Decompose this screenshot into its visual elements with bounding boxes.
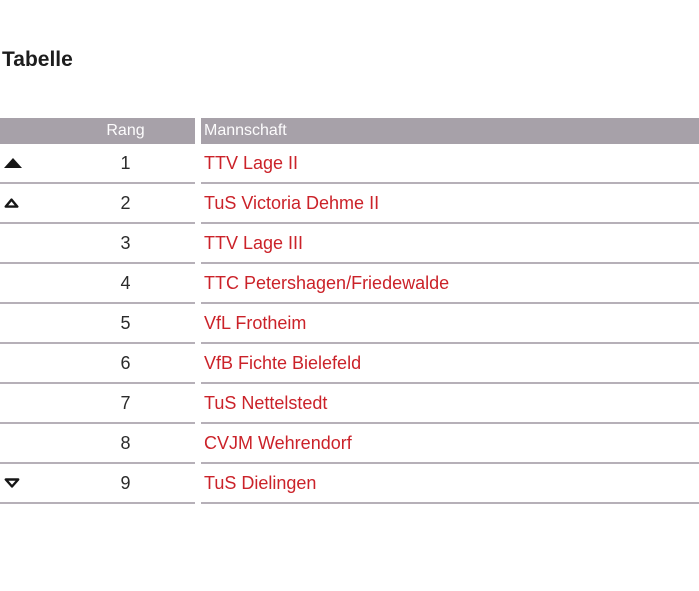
table-header-row: Rang Mannschaft <box>0 118 699 144</box>
rank-value: 1 <box>120 152 131 173</box>
team-cell: VfB Fichte Bielefeld <box>201 344 699 384</box>
rank-cell: 2 <box>0 184 195 224</box>
rank-value: 9 <box>120 472 131 493</box>
rank-value: 8 <box>120 432 131 453</box>
rank-up-solid-icon <box>0 158 30 168</box>
column-gap <box>195 424 201 464</box>
page-title: Tabelle <box>2 48 73 71</box>
column-gap <box>195 304 201 344</box>
team-link[interactable]: VfB Fichte Bielefeld <box>204 352 362 373</box>
rank-up-outline-icon <box>0 198 30 208</box>
rank-cell: 3 <box>0 224 195 264</box>
column-gap <box>195 344 201 384</box>
team-link[interactable]: TTV Lage II <box>204 152 299 173</box>
rank-value: 2 <box>120 192 131 213</box>
team-cell: TTC Petershagen/Friedewalde <box>201 264 699 304</box>
team-cell: TuS Nettelstedt <box>201 384 699 424</box>
rank-value: 6 <box>120 352 131 373</box>
header-label-team: Mannschaft <box>204 122 287 139</box>
team-link[interactable]: TuS Dielingen <box>204 472 317 493</box>
league-standings-table: Rang Mannschaft 1 TTV Lage II 2 TuS Vic <box>0 118 699 504</box>
rank-value: 7 <box>120 392 131 413</box>
team-cell: TTV Lage III <box>201 224 699 264</box>
rank-cell: 9 <box>0 464 195 504</box>
table-row: 1 TTV Lage II <box>0 144 699 184</box>
team-link[interactable]: TuS Victoria Dehme II <box>204 192 380 213</box>
column-gap <box>195 464 201 504</box>
header-cell-rank: Rang <box>0 118 195 144</box>
column-gap <box>195 264 201 304</box>
table-row: 9 TuS Dielingen <box>0 464 699 504</box>
team-link[interactable]: CVJM Wehrendorf <box>204 432 352 453</box>
column-gap <box>195 184 201 224</box>
team-link[interactable]: TTC Petershagen/Friedewalde <box>204 272 450 293</box>
team-link[interactable]: TTV Lage III <box>204 232 304 253</box>
rank-value: 4 <box>120 272 131 293</box>
table-row: 8 CVJM Wehrendorf <box>0 424 699 464</box>
rank-value: 3 <box>120 232 131 253</box>
team-cell: TuS Dielingen <box>201 464 699 504</box>
rank-cell: 8 <box>0 424 195 464</box>
header-label-rank: Rang <box>106 122 145 139</box>
column-gap <box>195 384 201 424</box>
column-gap <box>195 224 201 264</box>
rank-cell: 4 <box>0 264 195 304</box>
column-gap <box>195 118 201 144</box>
team-link[interactable]: VfL Frotheim <box>204 312 307 333</box>
team-link[interactable]: TuS Nettelstedt <box>204 392 328 413</box>
table-row: 7 TuS Nettelstedt <box>0 384 699 424</box>
team-cell: TuS Victoria Dehme II <box>201 184 699 224</box>
table-row: 4 TTC Petershagen/Friedewalde <box>0 264 699 304</box>
header-cell-team: Mannschaft <box>201 118 699 144</box>
table-row: 2 TuS Victoria Dehme II <box>0 184 699 224</box>
table-row: 3 TTV Lage III <box>0 224 699 264</box>
table-row: 6 VfB Fichte Bielefeld <box>0 344 699 384</box>
team-cell: TTV Lage II <box>201 144 699 184</box>
rank-cell: 6 <box>0 344 195 384</box>
rank-cell: 1 <box>0 144 195 184</box>
column-gap <box>195 144 201 184</box>
table-row: 5 VfL Frotheim <box>0 304 699 344</box>
rank-down-outline-icon <box>0 478 30 488</box>
team-cell: CVJM Wehrendorf <box>201 424 699 464</box>
rank-value: 5 <box>120 312 131 333</box>
rank-cell: 7 <box>0 384 195 424</box>
team-cell: VfL Frotheim <box>201 304 699 344</box>
rank-cell: 5 <box>0 304 195 344</box>
